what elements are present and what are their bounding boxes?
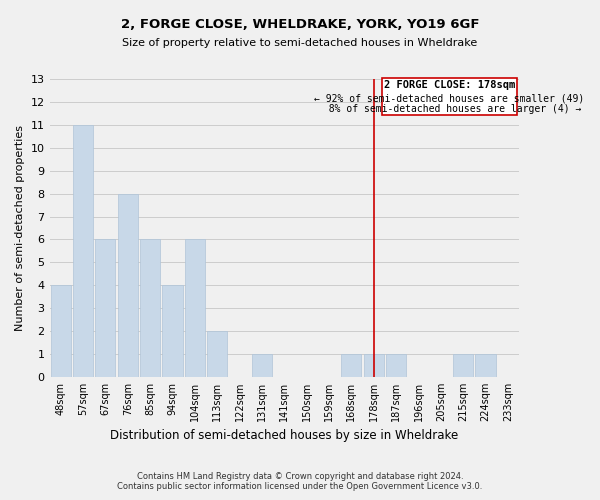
Text: ← 92% of semi-detached houses are smaller (49): ← 92% of semi-detached houses are smalle… (314, 93, 584, 103)
Text: 8% of semi-detached houses are larger (4) →: 8% of semi-detached houses are larger (4… (317, 104, 581, 115)
Text: 2, FORGE CLOSE, WHELDRAKE, YORK, YO19 6GF: 2, FORGE CLOSE, WHELDRAKE, YORK, YO19 6G… (121, 18, 479, 30)
Text: Size of property relative to semi-detached houses in Wheldrake: Size of property relative to semi-detach… (122, 38, 478, 48)
FancyBboxPatch shape (382, 78, 517, 114)
Bar (475, 354, 496, 377)
Text: 2 FORGE CLOSE: 178sqm: 2 FORGE CLOSE: 178sqm (383, 80, 515, 90)
Bar (163, 286, 182, 377)
Text: Contains public sector information licensed under the Open Government Licence v3: Contains public sector information licen… (118, 482, 482, 491)
Bar (50, 286, 71, 377)
Bar (364, 354, 384, 377)
Bar (252, 354, 272, 377)
X-axis label: Distribution of semi-detached houses by size in Wheldrake: Distribution of semi-detached houses by … (110, 430, 458, 442)
Bar (95, 240, 115, 377)
Text: Contains HM Land Registry data © Crown copyright and database right 2024.: Contains HM Land Registry data © Crown c… (137, 472, 463, 481)
Bar (207, 331, 227, 377)
Bar (140, 240, 160, 377)
Bar (185, 240, 205, 377)
Bar (118, 194, 138, 377)
Bar (453, 354, 473, 377)
Y-axis label: Number of semi-detached properties: Number of semi-detached properties (15, 125, 25, 331)
Bar (386, 354, 406, 377)
Bar (341, 354, 361, 377)
Bar (73, 125, 93, 377)
